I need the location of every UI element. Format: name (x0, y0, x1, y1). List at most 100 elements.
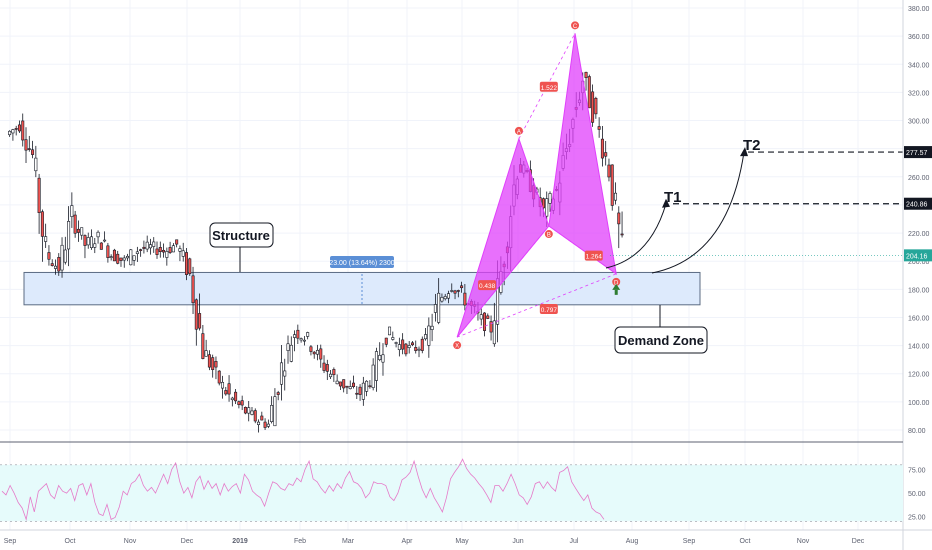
candle-body (617, 212, 621, 225)
candle-body (594, 97, 598, 115)
candle-body (604, 152, 608, 157)
candle-body (420, 338, 424, 351)
candle-body (479, 314, 483, 320)
candle-body (37, 177, 41, 213)
candle-body (96, 231, 100, 238)
candle-body (106, 245, 110, 258)
structure-label: Structure (212, 228, 270, 243)
candle-body (332, 369, 336, 376)
candle-body (591, 91, 595, 123)
t2-label: T2 (743, 137, 761, 154)
structure-callout: Structure (209, 222, 274, 272)
price-badge-bg (904, 249, 932, 262)
candle-body (178, 248, 182, 252)
candle-body (407, 345, 411, 348)
price-badge-bg (904, 197, 932, 210)
target-lines (605, 147, 903, 274)
candle-body (355, 392, 359, 395)
price-badge-bg (904, 146, 932, 159)
candle-body (139, 249, 143, 251)
candle-body (607, 164, 611, 178)
price-tick-label: 140.00 (908, 344, 930, 351)
candle-body (345, 385, 349, 388)
time-tick-label: Nov (124, 538, 137, 545)
time-tick-label: Oct (65, 538, 76, 545)
grid (0, 0, 903, 530)
candle-body (368, 385, 372, 388)
candle-body (204, 350, 208, 357)
candle-body (358, 386, 362, 395)
candle-body (230, 397, 234, 401)
pattern-point-a: A (514, 126, 523, 135)
candle-body (11, 129, 15, 134)
pattern-ratio-line (456, 273, 617, 338)
time-tick-label: Aug (626, 538, 639, 545)
harmonic-pattern: X A B C D 0.438 0.797 1.522 1.264 (453, 21, 621, 350)
price-badge-label: 277.57 (906, 150, 928, 157)
candle-body (21, 120, 25, 141)
candle-body (410, 342, 414, 346)
candle-body (263, 421, 267, 428)
candle-body (93, 243, 97, 248)
pattern-point-marker (514, 126, 523, 135)
t1-label: T1 (664, 189, 682, 206)
candle-body (371, 364, 375, 388)
candle-body (60, 244, 64, 271)
candle-body (129, 249, 133, 266)
candle-body (456, 290, 460, 292)
candle-body (31, 149, 35, 155)
candle-body (302, 339, 306, 342)
candle-body (67, 221, 71, 250)
pattern-point-d: D (612, 277, 621, 286)
ratio-badge-bg (539, 81, 558, 92)
price-tick-label: 80.00 (908, 428, 926, 435)
price-tick-label: 340.00 (908, 62, 930, 69)
pattern-point-b: B (544, 230, 553, 239)
candle-body (207, 354, 211, 368)
ratio-badge-bg (539, 304, 558, 315)
pattern-point-label: C (573, 24, 578, 30)
demand-zone-callout: Demand Zone (614, 305, 708, 354)
candle-body (237, 401, 241, 405)
candle-body (70, 205, 74, 217)
buy-arrow-stem (614, 289, 618, 295)
candle-body (361, 382, 365, 400)
candle-body (391, 337, 395, 340)
candle-body (463, 292, 467, 306)
candle-body (584, 71, 588, 78)
ratio-badge-label: 0.797 (541, 307, 558, 314)
candle-body (155, 248, 159, 255)
candle-body (201, 333, 205, 359)
candle-body (250, 410, 254, 415)
candle-body (57, 257, 61, 272)
candle-body (309, 346, 313, 352)
candle-body (53, 265, 57, 269)
candle-body (152, 241, 156, 247)
time-tick-label: Sep (4, 538, 17, 545)
time-tick-label: Oct (740, 538, 751, 545)
candle-body (17, 124, 21, 132)
candle-body (8, 130, 12, 136)
price-tick-label: 160.00 (908, 315, 930, 322)
candle-body (319, 348, 323, 360)
candle-body (253, 410, 257, 422)
candle-body (430, 325, 434, 330)
time-tick-label: Nov (797, 538, 810, 545)
candle-body (283, 370, 287, 377)
ratio-badge-bg (584, 250, 603, 261)
pattern-point-marker (453, 341, 462, 350)
candle-body (34, 157, 38, 172)
candle-body (384, 337, 388, 345)
pattern-point-x: X (453, 341, 462, 350)
measure-label: 23.00 (13.64%) 2300 (329, 260, 394, 267)
ratio-badge: 1.264 (584, 250, 603, 261)
candle-body (27, 148, 31, 150)
candle-body (286, 343, 290, 351)
candle-body (276, 392, 280, 395)
candle-body (198, 313, 202, 329)
candle-body (194, 299, 198, 330)
candle-body (76, 228, 80, 233)
candle-body (404, 343, 408, 355)
candle-body (440, 297, 444, 302)
